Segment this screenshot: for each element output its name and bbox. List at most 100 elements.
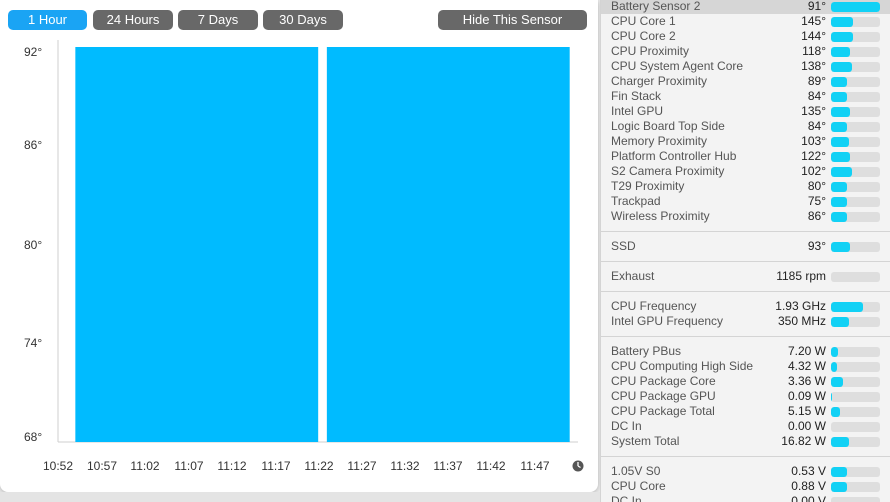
range-7-days-button[interactable]: 7 Days: [178, 10, 258, 30]
sensor-value: 138°: [801, 59, 826, 73]
range-1-hour-button[interactable]: 1 Hour: [8, 10, 87, 30]
sensor-row[interactable]: Intel GPU 135°: [601, 104, 890, 119]
sensor-level-bar: [831, 272, 880, 282]
sensor-level-fill: [831, 107, 850, 117]
sensor-row[interactable]: 1.05V S0 0.53 V: [601, 464, 890, 479]
sensor-row[interactable]: CPU Computing High Side 4.32 W: [601, 359, 890, 374]
sensor-row[interactable]: CPU Package GPU 0.09 W: [601, 389, 890, 404]
sensor-value: 84°: [807, 89, 826, 103]
sensor-level-fill: [831, 167, 853, 177]
sensor-row[interactable]: DC In 0.00 W: [601, 419, 890, 434]
sensor-name: SSD: [611, 239, 636, 253]
sensor-row[interactable]: Trackpad 75°: [601, 194, 890, 209]
y-tick-label: 86°: [24, 138, 42, 152]
sensor-row[interactable]: CPU Frequency 1.93 GHz: [601, 299, 890, 314]
sensor-row[interactable]: CPU Proximity 118°: [601, 44, 890, 59]
sensor-row[interactable]: T29 Proximity 80°: [601, 179, 890, 194]
sensor-row[interactable]: Fin Stack 84°: [601, 89, 890, 104]
sensor-row[interactable]: Intel GPU Frequency 350 MHz: [601, 314, 890, 329]
group-separator: [601, 261, 890, 262]
sensor-row[interactable]: Exhaust 1185 rpm: [601, 269, 890, 284]
sensor-level-fill: [831, 182, 848, 192]
sensor-level-bar: [831, 92, 880, 102]
sensor-name: System Total: [611, 434, 680, 448]
x-tick-label: 11:02: [130, 459, 159, 473]
x-tick-label: 11:17: [261, 459, 290, 473]
sensor-level-bar: [831, 362, 880, 372]
sensor-row[interactable]: Platform Controller Hub 122°: [601, 149, 890, 164]
sensor-value: 350 MHz: [777, 314, 826, 328]
sensor-name: Charger Proximity: [611, 74, 708, 88]
sensor-level-fill: [831, 77, 848, 87]
sensor-value: 0.09 W: [787, 389, 826, 403]
sensor-row[interactable]: S2 Camera Proximity 102°: [601, 164, 890, 179]
x-tick-label: 11:37: [433, 459, 462, 473]
sensor-row[interactable]: Battery PBus 7.20 W: [601, 344, 890, 359]
sensor-name: CPU Computing High Side: [611, 359, 754, 373]
sensor-name: Trackpad: [611, 194, 661, 208]
sensor-level-bar: [831, 152, 880, 162]
range-30-days-button[interactable]: 30 Days: [263, 10, 343, 30]
sensor-row[interactable]: Battery Sensor 2 91°: [601, 0, 890, 14]
sensor-name: DC In: [611, 419, 642, 433]
sensor-name: S2 Camera Proximity: [611, 164, 725, 178]
sensor-value: 91°: [807, 0, 826, 13]
y-tick-label: 92°: [24, 45, 42, 59]
sensor-level-fill: [831, 392, 833, 402]
sensor-row[interactable]: CPU Core 0.88 V: [601, 479, 890, 494]
hide-sensor-button[interactable]: Hide This Sensor: [438, 10, 587, 30]
range-24-hours-button[interactable]: 24 Hours: [93, 10, 173, 30]
sensor-level-fill: [831, 197, 848, 207]
sensor-level-fill: [831, 137, 849, 147]
sensor-row[interactable]: Memory Proximity 103°: [601, 134, 890, 149]
sensor-row[interactable]: CPU Package Core 3.36 W: [601, 374, 890, 389]
sensor-row[interactable]: DC In 0.00 V: [601, 494, 890, 502]
sensor-value: 75°: [807, 194, 826, 208]
clock-icon[interactable]: [572, 460, 584, 472]
sensor-level-bar: [831, 212, 880, 222]
sensor-value: 135°: [801, 104, 826, 118]
sensor-level-fill: [831, 407, 840, 417]
sensor-name: Battery PBus: [611, 344, 682, 358]
sensor-level-bar: [831, 467, 880, 477]
sensor-name: CPU Core 2: [611, 29, 676, 43]
sensor-level-fill: [831, 62, 853, 72]
sensor-value: 4.32 W: [787, 359, 826, 373]
sensor-level-bar: [831, 407, 880, 417]
sensor-name: CPU Core 1: [611, 14, 676, 28]
sensor-level-bar: [831, 302, 880, 312]
x-tick-label: 11:32: [390, 459, 419, 473]
sensor-level-fill: [831, 152, 850, 162]
sensor-name: Logic Board Top Side: [611, 119, 725, 133]
sensor-row[interactable]: SSD 93°: [601, 239, 890, 254]
sensor-level-bar: [831, 107, 880, 117]
sensor-level-fill: [831, 482, 848, 492]
sensor-value: 0.00 V: [791, 494, 826, 502]
sensor-row[interactable]: Charger Proximity 89°: [601, 74, 890, 89]
x-tick-label: 11:22: [304, 459, 333, 473]
group-separator: [601, 291, 890, 292]
sensor-row[interactable]: Wireless Proximity 86°: [601, 209, 890, 224]
sensor-level-bar: [831, 47, 880, 57]
x-tick-label: 10:57: [87, 459, 117, 473]
sensor-level-bar: [831, 482, 880, 492]
sensor-value: 86°: [807, 209, 826, 223]
sensor-level-bar: [831, 137, 880, 147]
sensor-level-fill: [831, 377, 843, 387]
background-window-strip: [0, 492, 600, 502]
group-separator: [601, 456, 890, 457]
sensor-value: 84°: [807, 119, 826, 133]
sensor-graph-popover: 1 Hour 24 Hours 7 Days 30 Days Hide This…: [0, 0, 598, 492]
sensor-row[interactable]: CPU Core 1 145°: [601, 14, 890, 29]
sensor-row[interactable]: System Total 16.82 W: [601, 434, 890, 449]
sensor-value: 122°: [801, 149, 826, 163]
sensor-level-bar: [831, 17, 880, 27]
sensor-row[interactable]: Logic Board Top Side 84°: [601, 119, 890, 134]
sensor-row[interactable]: CPU Package Total 5.15 W: [601, 404, 890, 419]
sensor-name: Platform Controller Hub: [611, 149, 737, 163]
sensor-value: 7.20 W: [787, 344, 826, 358]
y-tick-label: 74°: [24, 336, 42, 350]
sensor-name: 1.05V S0: [611, 464, 661, 478]
sensor-row[interactable]: CPU System Agent Core 138°: [601, 59, 890, 74]
sensor-row[interactable]: CPU Core 2 144°: [601, 29, 890, 44]
